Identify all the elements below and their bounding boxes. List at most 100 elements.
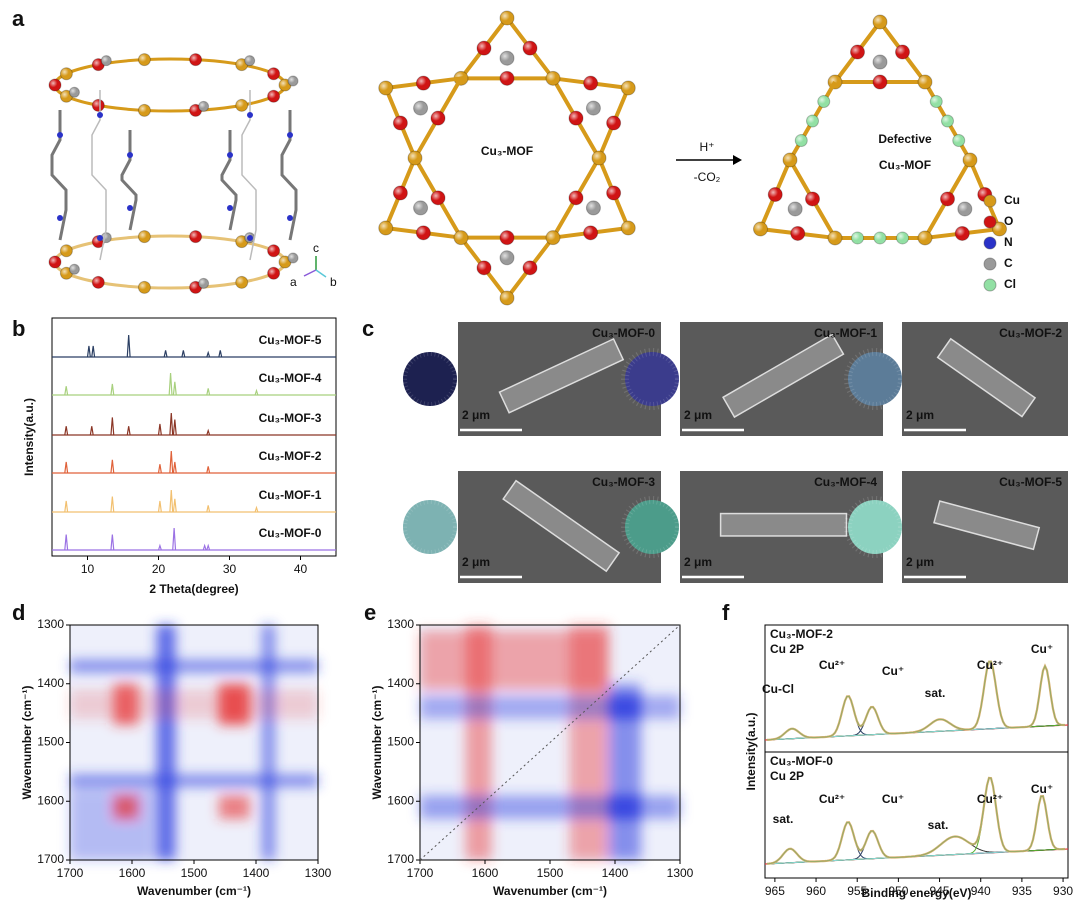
map-region xyxy=(156,625,176,860)
map-region xyxy=(608,695,641,719)
atom-shine xyxy=(569,111,583,126)
atom-shine xyxy=(413,101,428,116)
atom-shine xyxy=(500,11,514,25)
powder-photo xyxy=(848,352,902,406)
atom-shine xyxy=(454,230,468,245)
panel-label: f xyxy=(722,600,730,625)
y-axis-label: Intensity(a.u.) xyxy=(744,712,758,790)
atom-shine xyxy=(92,58,105,71)
atom-shine xyxy=(235,235,248,248)
atom-shine xyxy=(267,244,280,257)
peak xyxy=(181,350,186,358)
axis-label: b xyxy=(330,275,337,289)
peak-annotation: Cu²⁺ xyxy=(819,792,845,806)
atom-shine xyxy=(957,201,972,216)
atom-shine xyxy=(569,190,583,205)
x-tick-label: 935 xyxy=(1012,884,1032,898)
atom-shine xyxy=(586,101,601,116)
atom-shine xyxy=(408,151,422,165)
x-tick-label: 945 xyxy=(930,884,950,898)
plot-frame xyxy=(51,317,337,557)
y-tick-label: 1600 xyxy=(387,793,414,807)
atom-shine xyxy=(621,221,636,235)
atom-shine xyxy=(378,221,393,235)
x-tick-label: 30 xyxy=(223,562,237,576)
peak xyxy=(64,500,69,513)
peak xyxy=(110,496,115,513)
atom-shine xyxy=(874,231,886,244)
atom-shine xyxy=(431,190,445,205)
legend-swatch xyxy=(983,257,997,271)
linker xyxy=(50,110,68,241)
linker xyxy=(220,130,238,231)
crystal xyxy=(719,512,848,537)
atom-shine xyxy=(189,104,202,117)
x-tick-label: 20 xyxy=(152,562,166,576)
atom-shine xyxy=(546,71,560,86)
crystal xyxy=(498,337,625,414)
y-tick-label: 1500 xyxy=(37,735,64,749)
x-tick-label: 960 xyxy=(806,884,826,898)
peak xyxy=(110,534,115,551)
atom-shine xyxy=(940,191,955,206)
y-axis-label: Intensity(a.u.) xyxy=(22,398,36,476)
map xyxy=(70,625,318,860)
n-atom xyxy=(227,152,233,158)
legend-swatch xyxy=(983,215,997,229)
series-label: Cu₃-MOF-1 xyxy=(259,488,322,502)
crystal xyxy=(502,479,621,573)
atom-shine xyxy=(288,76,298,86)
n-atom xyxy=(287,215,293,221)
y-tick-label: 1700 xyxy=(387,852,414,866)
atom-shine xyxy=(952,134,965,147)
atom-shine xyxy=(918,75,932,90)
atom-shine xyxy=(138,230,151,243)
atom-shine xyxy=(586,200,601,215)
peak xyxy=(89,426,94,436)
atom-shine xyxy=(873,55,887,70)
atom-shine xyxy=(138,281,151,294)
tri-rod xyxy=(456,14,558,81)
peak xyxy=(172,527,177,551)
atom-shine xyxy=(806,115,819,128)
fit-component xyxy=(766,795,1066,865)
atom-shine xyxy=(523,260,537,275)
n-atom xyxy=(127,205,133,211)
fit-envelope xyxy=(766,661,1065,741)
legend-label: N xyxy=(1004,235,1013,249)
structure-label: Cu₃-MOF xyxy=(879,158,931,172)
peak xyxy=(169,412,174,436)
linker xyxy=(280,110,298,241)
fit-component xyxy=(766,821,1066,865)
atom-shine xyxy=(895,45,910,60)
sample-label: Cu₃-MOF-2 xyxy=(770,627,833,641)
peak-annotation: Cu⁺ xyxy=(882,792,904,806)
atom-shine xyxy=(795,134,808,147)
atom-shine xyxy=(378,81,393,95)
sem-label: Cu₃-MOF-3 xyxy=(592,475,655,489)
x-tick-label: 10 xyxy=(81,562,95,576)
atom-shine xyxy=(101,55,112,66)
x-axis-label: Wavenumber (cm⁻¹) xyxy=(493,884,607,898)
x-tick-label: 1400 xyxy=(602,866,629,880)
map-region xyxy=(218,795,250,819)
atom-shine xyxy=(477,260,491,275)
peak xyxy=(169,489,174,513)
legend-label: O xyxy=(1004,214,1013,228)
atom-shine xyxy=(60,244,73,257)
peak xyxy=(91,345,96,358)
peak-annotation: Cu²⁺ xyxy=(977,658,1003,672)
tri-rod xyxy=(456,235,558,302)
atom-shine xyxy=(267,90,280,103)
powder-photo xyxy=(848,500,902,554)
atom-shine xyxy=(69,264,80,275)
x-axis-label: Binding energy(eV) xyxy=(861,886,971,900)
peak xyxy=(163,350,168,358)
atom-shine xyxy=(592,151,606,165)
scale-label: 2 μm xyxy=(684,408,712,422)
x-tick-label: 1300 xyxy=(305,866,332,880)
atom-shine xyxy=(930,95,943,108)
peak xyxy=(64,461,69,474)
atom-shine xyxy=(788,201,803,216)
peak-annotation: Cu⁺ xyxy=(882,664,904,678)
